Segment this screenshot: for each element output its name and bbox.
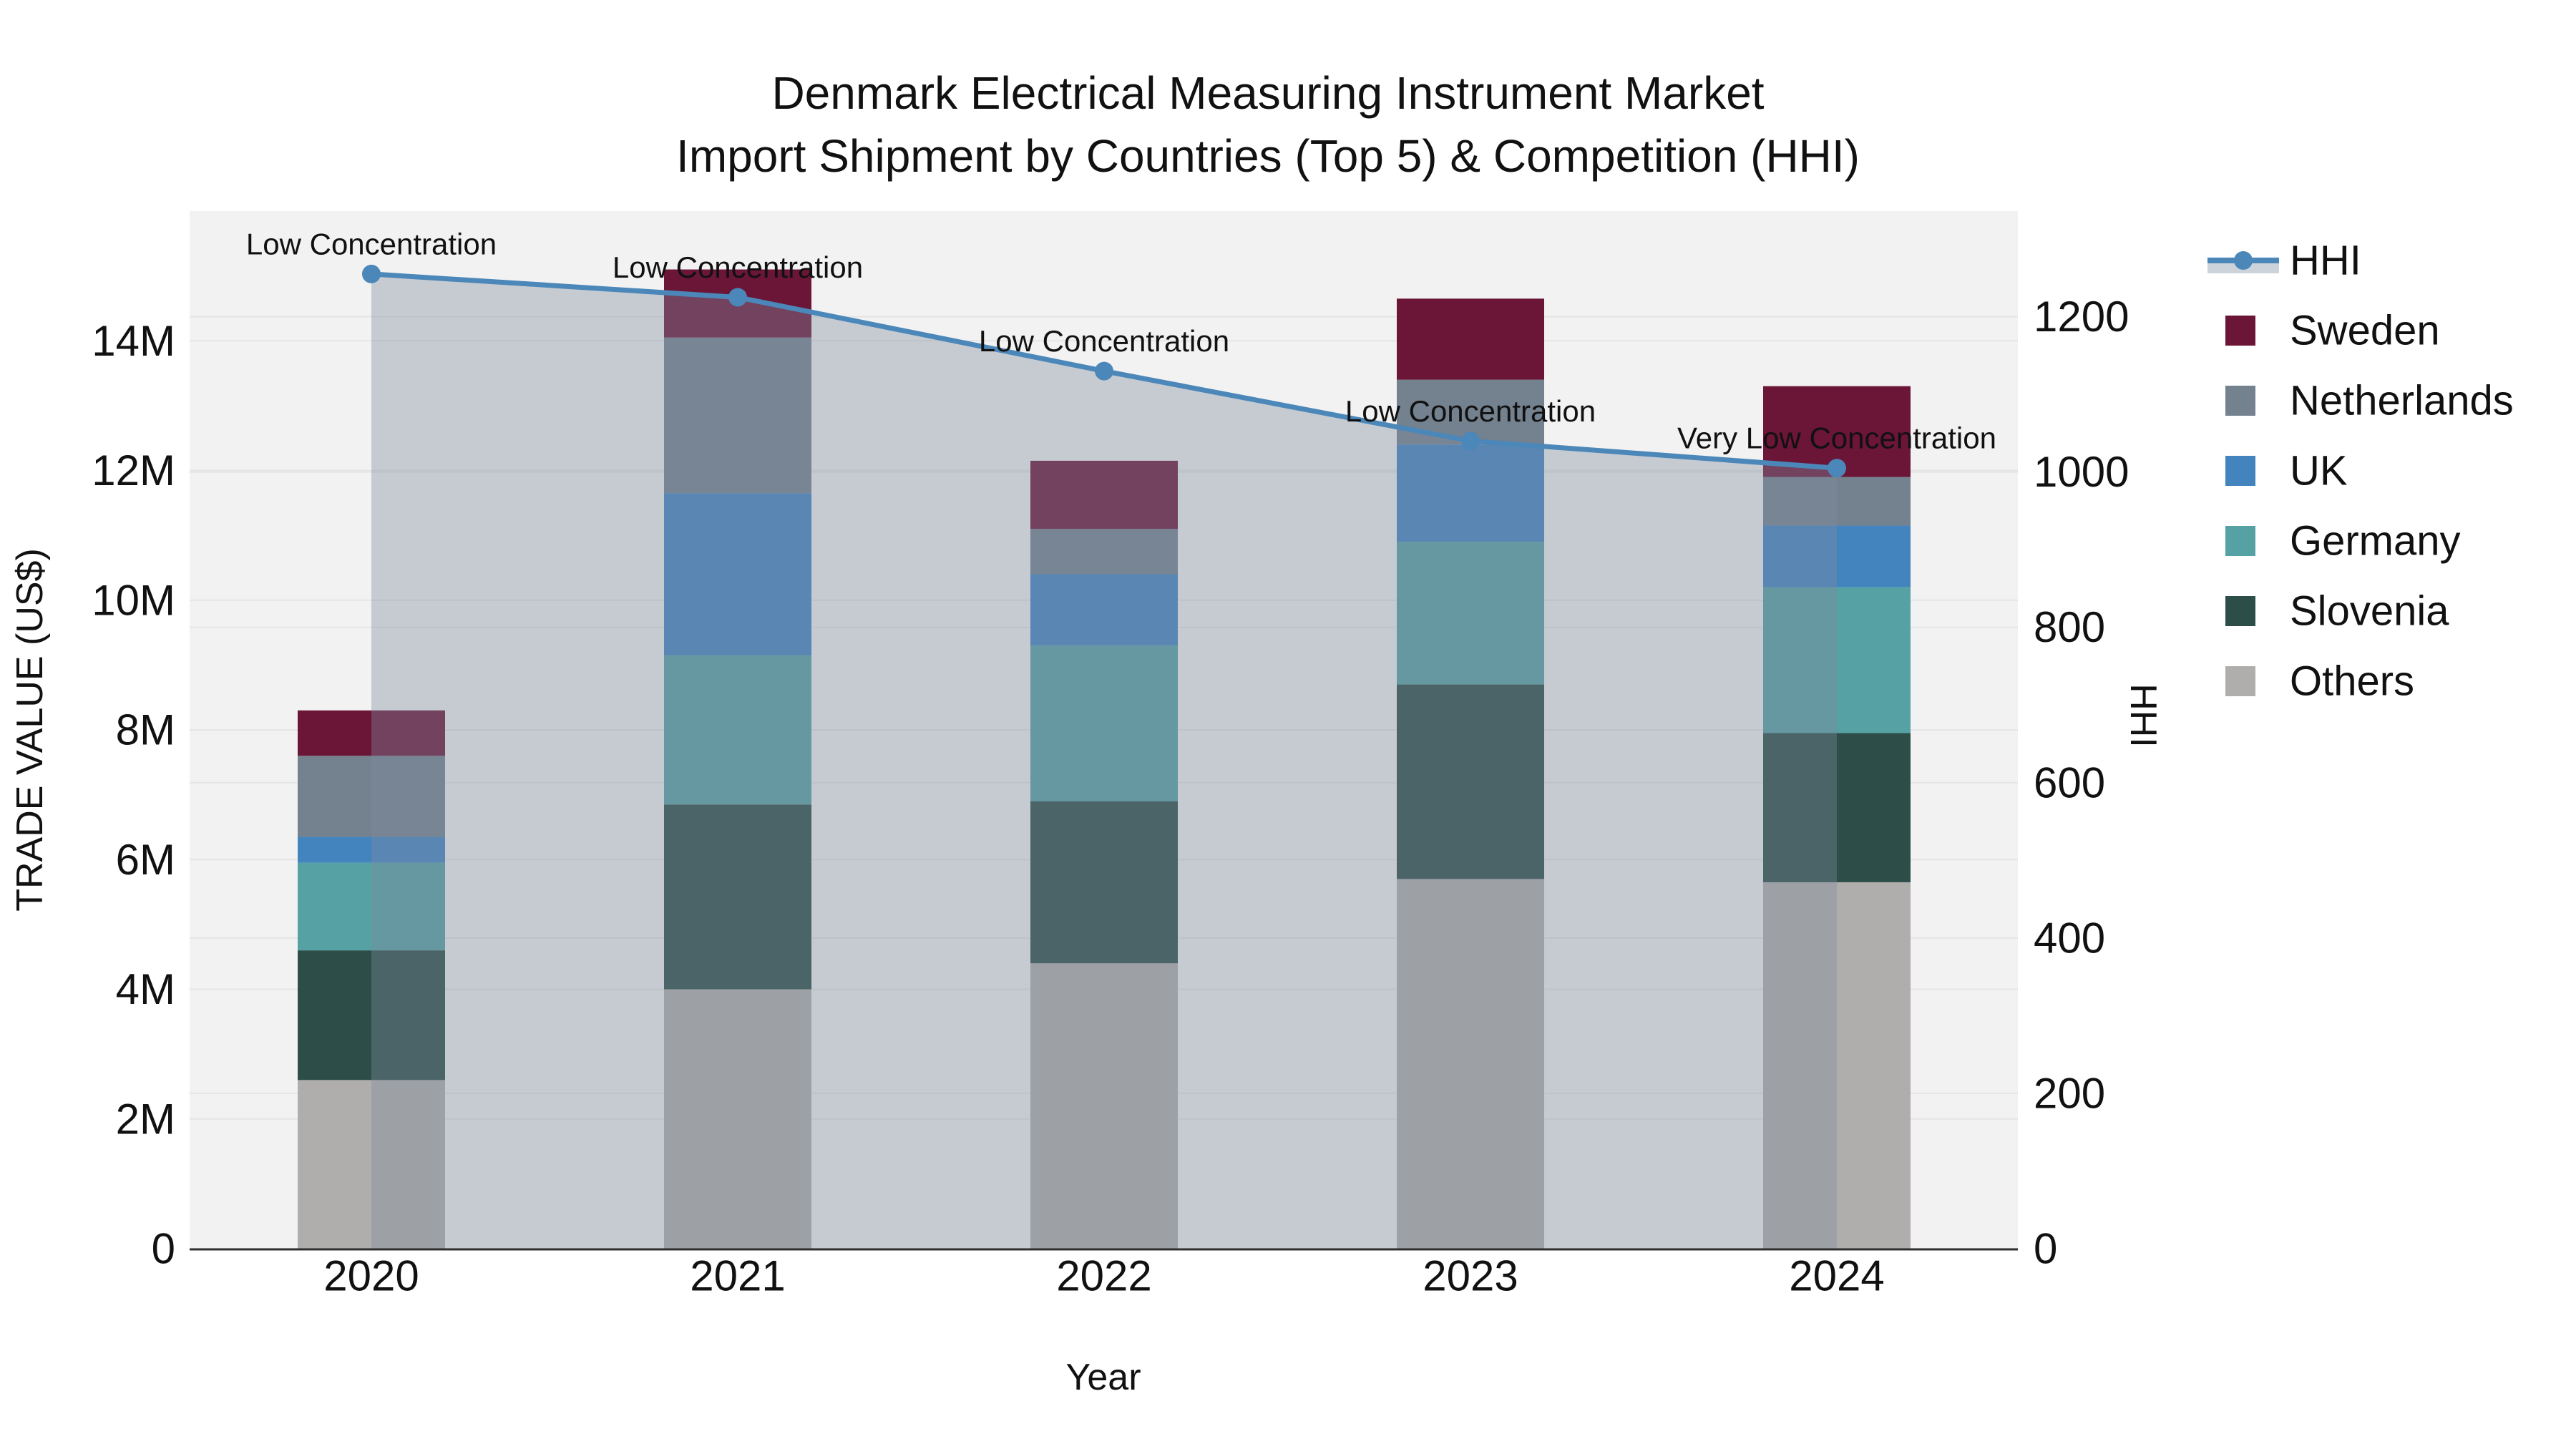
y-right-tick-400: 400 (2034, 914, 2105, 962)
x-tick-2020: 2020 (323, 1252, 419, 1300)
legend-item-slovenia[interactable]: Slovenia (2225, 588, 2449, 635)
y-left-tick-14M: 14M (92, 317, 175, 365)
legend-label-others: Others (2290, 658, 2414, 705)
annotation-2021: Low Concentration (613, 250, 863, 284)
bar-segment-2021-uk[interactable] (664, 493, 811, 655)
bar-segment-2023-slovenia[interactable] (1397, 684, 1544, 879)
legend-label-slovenia: Slovenia (2290, 588, 2449, 635)
y-right-tick-800: 800 (2034, 603, 2105, 651)
legend-item-uk[interactable]: UK (2225, 448, 2348, 494)
legend-item-others[interactable]: Others (2225, 658, 2414, 705)
bar-segment-2021-slovenia[interactable] (664, 804, 811, 990)
legend-swatch-netherlands (2225, 386, 2255, 416)
bar-segment-2024-uk[interactable] (1763, 525, 1911, 587)
bar-segment-2023-sweden[interactable] (1397, 298, 1544, 380)
legend-label-sweden: Sweden (2290, 308, 2440, 354)
x-tick-2024: 2024 (1789, 1252, 1884, 1300)
chart-title-line1: Denmark Electrical Measuring Instrument … (771, 67, 1764, 119)
bar-segment-2024-germany[interactable] (1763, 587, 1911, 733)
bar-segment-2022-slovenia[interactable] (1030, 801, 1178, 964)
bar-segment-2021-netherlands[interactable] (664, 337, 811, 494)
bar-segment-2021-others[interactable] (664, 989, 811, 1249)
legend-label-germany: Germany (2290, 518, 2461, 565)
bar-segment-2022-uk[interactable] (1030, 574, 1178, 646)
plot-area: 0 2M 4M 6M 8M 10M 12M 14M 0 200 400 600 800 1000 1200 2… (92, 211, 2129, 1300)
y-right-tick-600: 600 (2034, 758, 2105, 806)
bar-segment-2022-others[interactable] (1030, 963, 1178, 1249)
y-right-tick-0: 0 (2034, 1225, 2057, 1273)
y-left-tick-10M: 10M (92, 576, 175, 624)
y-left-tick-8M: 8M (116, 706, 175, 754)
bar-segment-2021-germany[interactable] (664, 655, 811, 805)
bar-segment-2022-sweden[interactable] (1030, 460, 1178, 530)
y-right-tick-1200: 1200 (2034, 293, 2129, 341)
hhi-marker-2021[interactable] (728, 288, 747, 307)
legend-swatch-uk (2225, 456, 2255, 486)
y-right-axis-title: HHI (2122, 683, 2164, 748)
legend-label-hhi: HHI (2290, 238, 2361, 284)
bar-segment-2020-netherlands[interactable] (298, 756, 445, 837)
legend-swatch-others (2225, 666, 2255, 696)
legend-swatch-slovenia (2225, 596, 2255, 626)
x-tick-2023: 2023 (1423, 1252, 1518, 1300)
bar-segment-2020-germany[interactable] (298, 862, 445, 951)
hhi-marker-2024[interactable] (1828, 459, 1846, 478)
legend-label-netherlands: Netherlands (2290, 378, 2514, 424)
y-left-tick-2M: 2M (116, 1095, 175, 1143)
x-tick-2021: 2021 (690, 1252, 785, 1300)
x-tick-2022: 2022 (1056, 1252, 1151, 1300)
y-left-axis-title: TRADE VALUE (US$) (9, 548, 51, 912)
legend-swatch-germany (2225, 526, 2255, 556)
bar-segment-2023-uk[interactable] (1397, 444, 1544, 542)
bar-segment-2023-others[interactable] (1397, 879, 1544, 1249)
chart-title-line2: Import Shipment by Countries (Top 5) & C… (676, 130, 1860, 182)
hhi-marker-2023[interactable] (1461, 431, 1480, 451)
legend-label-uk: UK (2290, 448, 2348, 494)
bar-segment-2024-others[interactable] (1763, 882, 1911, 1249)
bar-segment-2024-slovenia[interactable] (1763, 733, 1911, 882)
annotation-2022: Low Concentration (979, 324, 1229, 358)
bar-segment-2022-netherlands[interactable] (1030, 529, 1178, 575)
hhi-fill-area (371, 273, 1837, 1249)
bar-segment-2020-sweden[interactable] (298, 710, 445, 756)
legend-hhi-marker-icon (2234, 251, 2253, 270)
y-left-tick-12M: 12M (92, 447, 175, 494)
annotation-2023: Low Concentration (1345, 394, 1596, 428)
legend-item-netherlands[interactable]: Netherlands (2225, 378, 2514, 424)
y-right-tick-1000: 1000 (2034, 448, 2129, 496)
bar-segment-2020-uk[interactable] (298, 836, 445, 863)
y-left-tick-4M: 4M (116, 965, 175, 1013)
legend: HHI Sweden Netherlands UK Germany Slovenia Oth… (2207, 238, 2514, 705)
bar-segment-2020-slovenia[interactable] (298, 950, 445, 1080)
hhi-marker-2022[interactable] (1095, 361, 1113, 381)
legend-swatch-sweden (2225, 316, 2255, 346)
annotation-2024: Very Low Concentration (1677, 421, 1996, 455)
y-left-tick-6M: 6M (116, 836, 175, 884)
annotation-2020: Low Concentration (246, 227, 497, 260)
x-axis-title: Year (1065, 1357, 1141, 1398)
bar-segment-2020-others[interactable] (298, 1080, 445, 1249)
bar-segment-2023-germany[interactable] (1397, 542, 1544, 685)
legend-item-germany[interactable]: Germany (2225, 518, 2461, 565)
y-left-tick-0: 0 (152, 1225, 175, 1273)
legend-item-sweden[interactable]: Sweden (2225, 308, 2440, 354)
y-right-tick-200: 200 (2034, 1069, 2105, 1117)
bar-segment-2022-germany[interactable] (1030, 645, 1178, 801)
bar-segment-2024-netherlands[interactable] (1763, 477, 1911, 526)
legend-item-hhi[interactable]: HHI (2207, 238, 2361, 284)
hhi-marker-2020[interactable] (362, 264, 381, 283)
